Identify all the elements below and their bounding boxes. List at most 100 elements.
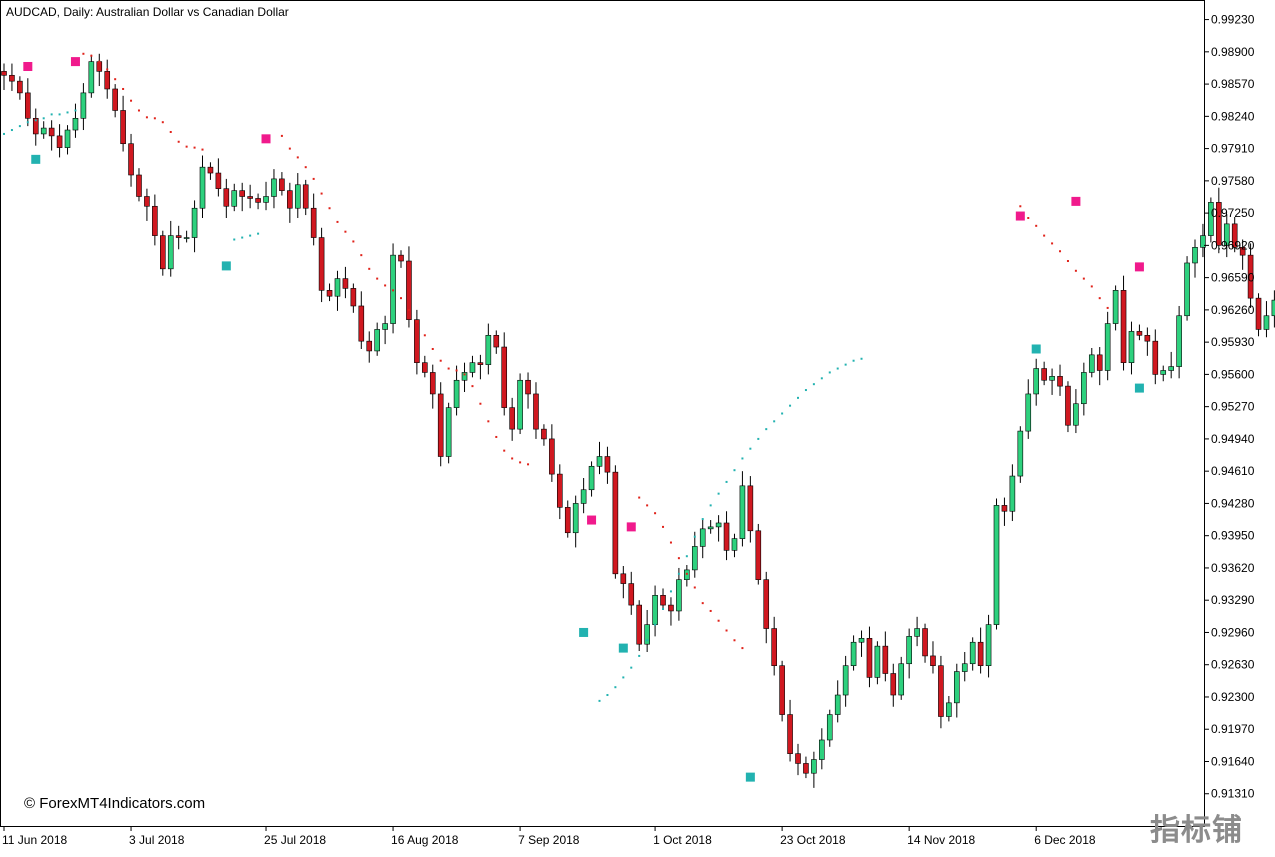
bull-candle-body	[1081, 372, 1086, 403]
sar-dot-down	[654, 512, 656, 514]
bear-candle-body	[637, 605, 642, 644]
bull-candle-body	[692, 546, 697, 569]
sar-dot-down	[352, 240, 354, 242]
bear-candle-body	[256, 198, 261, 202]
buy-signal-marker	[746, 773, 755, 782]
bull-candle-body	[819, 740, 824, 760]
bear-candle-body	[923, 629, 928, 656]
bull-candle-body	[1177, 316, 1182, 367]
sar-dot-down	[670, 542, 672, 544]
buy-signal-marker	[619, 644, 628, 653]
sar-dot-up	[67, 111, 69, 113]
bear-candle-body	[1256, 298, 1261, 329]
bear-candle-body	[248, 196, 253, 198]
bull-candle-body	[732, 539, 737, 551]
bear-candle-body	[176, 236, 181, 238]
bull-candle-body	[827, 715, 832, 740]
sar-dot-down	[638, 497, 640, 499]
sar-dot-down	[416, 321, 418, 323]
sar-dot-up	[51, 113, 53, 115]
bear-candle-body	[533, 394, 538, 429]
sar-dot-down	[718, 620, 720, 622]
bear-candle-body	[1097, 355, 1102, 371]
bear-candle-body	[629, 584, 634, 606]
sar-dot-up	[614, 686, 616, 688]
buy-signal-marker	[222, 261, 231, 270]
bear-candle-body	[867, 638, 872, 677]
bear-candle-body	[105, 71, 110, 89]
sar-dot-down	[1099, 297, 1101, 299]
bear-candle-body	[502, 347, 507, 408]
sar-dot-down	[1035, 225, 1037, 227]
bull-candle-body	[1026, 394, 1031, 431]
bear-candle-body	[152, 206, 157, 235]
sar-dot-down	[1027, 217, 1029, 219]
price-tick-label: 0.93290	[1211, 593, 1255, 607]
sar-dot-down	[694, 586, 696, 588]
chart-title: AUDCAD, Daily: Australian Dollar vs Cana…	[6, 5, 289, 19]
sar-dot-down	[82, 53, 84, 55]
sar-dot-up	[249, 235, 251, 237]
sar-dot-down	[1059, 250, 1061, 252]
bear-candle-body	[414, 320, 419, 363]
candle	[518, 373, 523, 434]
bull-candle-body	[835, 695, 840, 715]
date-tick-label: 7 Sep 2018	[518, 833, 580, 847]
bear-candle-body	[438, 394, 443, 457]
sar-dot-down	[733, 639, 735, 641]
bear-candle-body	[136, 175, 141, 197]
bull-candle-body	[1169, 367, 1174, 371]
date-tick-label: 11 Jun 2018	[2, 833, 67, 847]
price-tick-label: 0.97910	[1211, 142, 1255, 156]
bear-candle-body	[565, 507, 570, 532]
sell-signal-marker	[627, 522, 636, 531]
buy-signal-marker	[579, 628, 588, 637]
sar-dot-up	[821, 377, 823, 379]
sar-dot-up	[741, 457, 743, 459]
bull-candle-body	[264, 196, 269, 202]
date-tick-label: 6 Dec 2018	[1034, 833, 1096, 847]
date-tick-label: 23 Oct 2018	[780, 833, 846, 847]
sar-dot-up	[749, 448, 751, 450]
bear-candle-body	[796, 754, 801, 764]
bull-candle-body	[89, 62, 94, 93]
sell-signal-marker	[1135, 262, 1144, 271]
sar-dot-up	[11, 129, 13, 131]
bear-candle-body	[803, 763, 808, 773]
bull-candle-body	[375, 329, 380, 351]
date-tick-label: 25 Jul 2018	[264, 833, 326, 847]
sell-signal-marker	[1071, 197, 1080, 206]
buy-signal-marker	[1032, 344, 1041, 353]
sar-dot-down	[1051, 242, 1053, 244]
sar-dot-down	[527, 463, 529, 465]
price-tick-label: 0.93620	[1211, 561, 1255, 575]
bear-candle-body	[279, 179, 284, 191]
sar-dot-down	[710, 610, 712, 612]
sar-dot-down	[329, 207, 331, 209]
bear-candle-body	[549, 439, 554, 474]
sar-dot-up	[837, 368, 839, 370]
bull-candle-body	[200, 167, 205, 208]
bull-candle-body	[811, 760, 816, 774]
bull-candle-body	[1034, 369, 1039, 394]
sar-dot-down	[503, 450, 505, 452]
sar-dot-up	[845, 364, 847, 366]
bear-candle-body	[399, 255, 404, 261]
sar-dot-up	[35, 119, 37, 121]
sar-dot-down	[495, 436, 497, 438]
buy-signal-marker	[31, 155, 40, 164]
sar-dot-down	[336, 221, 338, 223]
sar-dot-down	[1107, 307, 1109, 309]
sar-dot-down	[154, 117, 156, 119]
sar-dot-up	[710, 504, 712, 506]
sar-dot-down	[281, 135, 283, 137]
sar-dot-down	[130, 100, 132, 102]
bull-candle-body	[295, 185, 300, 208]
bull-candle-body	[1185, 263, 1190, 316]
buy-signal-marker	[1135, 384, 1144, 393]
bull-candle-body	[700, 529, 705, 547]
sar-dot-down	[1091, 285, 1093, 287]
bull-candle-body	[970, 642, 975, 664]
sell-signal-marker	[587, 516, 596, 525]
candle	[613, 465, 618, 578]
